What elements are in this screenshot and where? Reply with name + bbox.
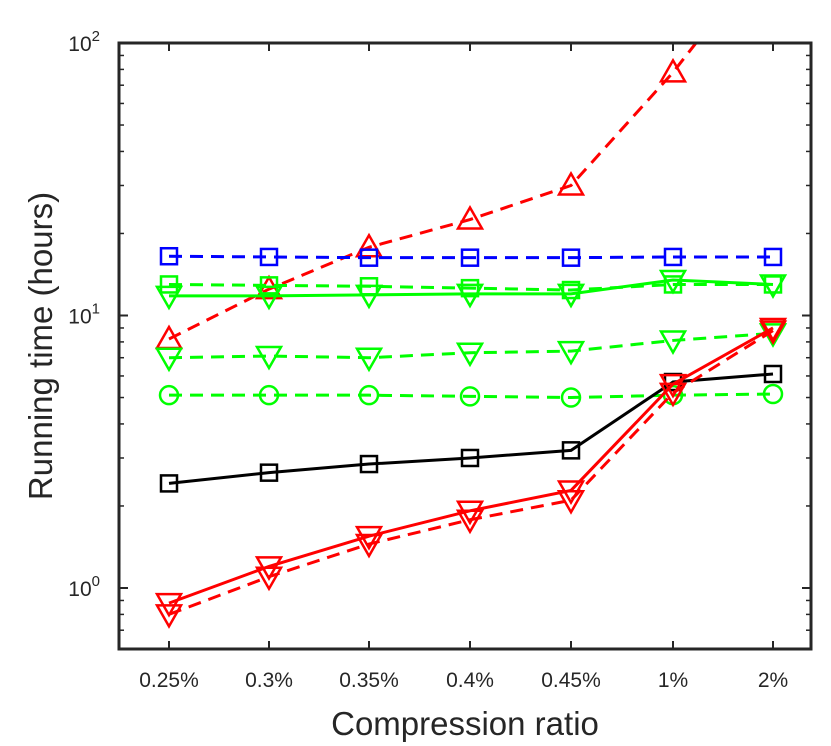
circle-marker: [459, 386, 481, 407]
square-marker: [460, 448, 480, 468]
circle-marker: [158, 384, 180, 406]
triangle-down-marker: [658, 269, 688, 295]
triangle-down-marker: [658, 330, 688, 355]
triangle-down-marker: [254, 345, 284, 371]
x-tick-label: 0.45%: [541, 669, 601, 692]
square-marker: [561, 248, 581, 267]
triangle-down-marker: [455, 509, 485, 535]
triangle-down-marker: [354, 525, 384, 551]
square-marker: [159, 474, 179, 493]
square-marker: [159, 275, 179, 294]
circle-marker: [560, 387, 582, 408]
triangle-down-marker: [658, 382, 688, 408]
triangle-down-marker: [758, 274, 788, 299]
series-line: [168, 254, 773, 260]
x-tick-label: 0.4%: [446, 669, 494, 692]
y-axis-title: Running time (hours): [22, 192, 59, 500]
x-tick-label: 2%: [758, 669, 788, 692]
square-marker: [663, 247, 683, 267]
series-green-triangle-down-solid: [154, 269, 788, 311]
triangle-down-marker: [154, 604, 184, 629]
circle-marker: [358, 384, 380, 406]
triangle-down-marker: [455, 342, 485, 368]
square-marker: [159, 246, 179, 266]
series-line: [168, 329, 774, 616]
x-axis-title: Compression ratio: [331, 705, 599, 742]
series-green-triangle-down-dashed: [154, 323, 788, 373]
triangle-down-marker: [658, 373, 688, 399]
triangle-down-marker: [354, 533, 384, 559]
square-marker: [763, 364, 783, 384]
square-marker: [359, 248, 379, 267]
x-tick-label: 1%: [658, 669, 688, 692]
triangle-down-marker: [758, 320, 788, 346]
circle-marker: [762, 383, 784, 405]
series-red-triangle-down-dashed: [154, 320, 788, 629]
triangle-down-marker: [556, 489, 586, 515]
triangle-down-marker: [455, 283, 485, 309]
x-tick-label: 0.3%: [245, 669, 293, 692]
triangle-up-marker: [658, 57, 688, 83]
circle-marker: [258, 384, 280, 406]
series-line: [168, 282, 773, 292]
square-marker: [259, 463, 279, 482]
triangle-down-marker: [154, 285, 184, 311]
triangle-down-marker: [758, 317, 788, 343]
square-marker: [259, 276, 279, 295]
square-marker: [460, 278, 480, 298]
triangle-down-marker: [254, 285, 284, 311]
triangle-down-marker: [354, 284, 384, 310]
series-line: [169, 278, 774, 298]
triangle-down-marker: [254, 566, 284, 592]
triangle-down-marker: [455, 500, 485, 526]
plot-area: [119, 43, 811, 649]
series-line: [168, 372, 774, 485]
triangle-down-marker: [154, 347, 184, 373]
triangle-down-marker: [556, 340, 586, 366]
square-marker: [460, 248, 480, 267]
triangle-up-marker: [556, 170, 586, 196]
plot-frame: [117, 41, 813, 651]
series-line: [168, 331, 774, 360]
square-marker: [763, 247, 783, 267]
square-marker: [359, 454, 379, 474]
triangle-up-marker: [455, 205, 485, 230]
series-line: [168, 43, 698, 341]
series-layer: [154, 43, 788, 629]
y-tick-label: 100: [68, 573, 100, 601]
square-marker: [259, 247, 279, 267]
triangle-down-marker: [556, 283, 586, 309]
series-blue-square-dashed: [159, 246, 783, 267]
square-marker: [561, 441, 581, 460]
x-tick-label: 0.25%: [139, 669, 199, 692]
y-tick-label: 102: [68, 28, 100, 56]
x-tick-label: 0.35%: [339, 669, 399, 692]
triangle-down-marker: [354, 347, 384, 373]
x-axis: 0.25% 0.3% 0.35% 0.4% 0.45% 1% 2%: [139, 43, 788, 692]
y-tick-label: 101: [68, 301, 100, 329]
